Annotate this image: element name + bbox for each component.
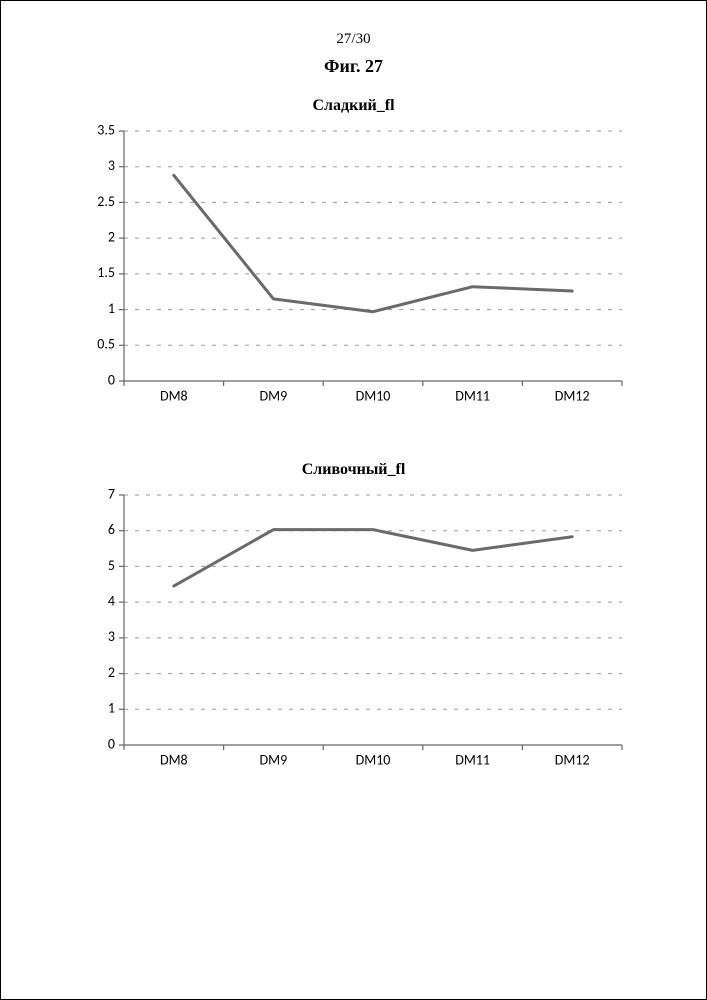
chart-1: 0 0.5 1 1.5 2 2.5 3 3.5 DM8 DM9 DM10 DM11 DM12 <box>74 121 634 421</box>
x-tick-label: DM10 <box>355 751 390 768</box>
chart-1-container: Сладкий_fl 0 0.5 1 1.5 2 2.5 3 3.5 DM8 DM9 DM10 DM1… <box>74 97 634 421</box>
x-tick-label: DM8 <box>159 751 187 768</box>
x-tick-label: DM9 <box>259 751 287 768</box>
y-tick-label: 3.5 <box>97 121 115 138</box>
y-tick-label: 0 <box>107 371 114 388</box>
y-tick-label: 1.5 <box>97 264 115 281</box>
y-tick-label: 1 <box>107 300 114 317</box>
y-tick-label: 2 <box>107 664 114 681</box>
x-tick-label: DM11 <box>455 751 490 768</box>
y-tick-label: 4 <box>107 592 114 609</box>
page-number: 27/30 <box>51 31 656 48</box>
data-line <box>173 175 571 311</box>
y-tick-label: 0.5 <box>97 336 115 353</box>
y-tick-label: 0 <box>107 735 114 752</box>
chart-2-title: Сливочный_fl <box>74 461 634 479</box>
y-tick-label: 3 <box>107 157 114 174</box>
x-tick-label: DM8 <box>159 387 187 404</box>
figure-caption: Фиг. 27 <box>51 56 656 77</box>
x-tick-label: DM9 <box>259 387 287 404</box>
x-tick-label: DM10 <box>355 387 390 404</box>
document-page: 27/30 Фиг. 27 Сладкий_fl 0 0.5 1 1.5 2 2.5 3 3.… <box>0 0 707 1000</box>
chart-2: 0 1 2 3 4 5 6 7 DM8 DM9 DM10 DM11 DM12 <box>74 485 634 785</box>
y-tick-label: 7 <box>107 485 114 502</box>
y-tick-label: 2.5 <box>97 193 115 210</box>
chart-2-container: Сливочный_fl 0 1 2 3 4 5 6 7 DM8 DM9 DM10 DM11 DM12 <box>74 461 634 785</box>
y-tick-label: 5 <box>107 557 114 574</box>
data-line <box>173 530 571 586</box>
x-tick-label: DM12 <box>554 751 589 768</box>
x-tick-label: DM12 <box>554 387 589 404</box>
y-tick-label: 6 <box>107 521 114 538</box>
chart-1-title: Сладкий_fl <box>74 97 634 115</box>
y-tick-label: 1 <box>107 700 114 717</box>
y-tick-label: 2 <box>107 228 114 245</box>
x-tick-label: DM11 <box>455 387 490 404</box>
y-tick-label: 3 <box>107 628 114 645</box>
